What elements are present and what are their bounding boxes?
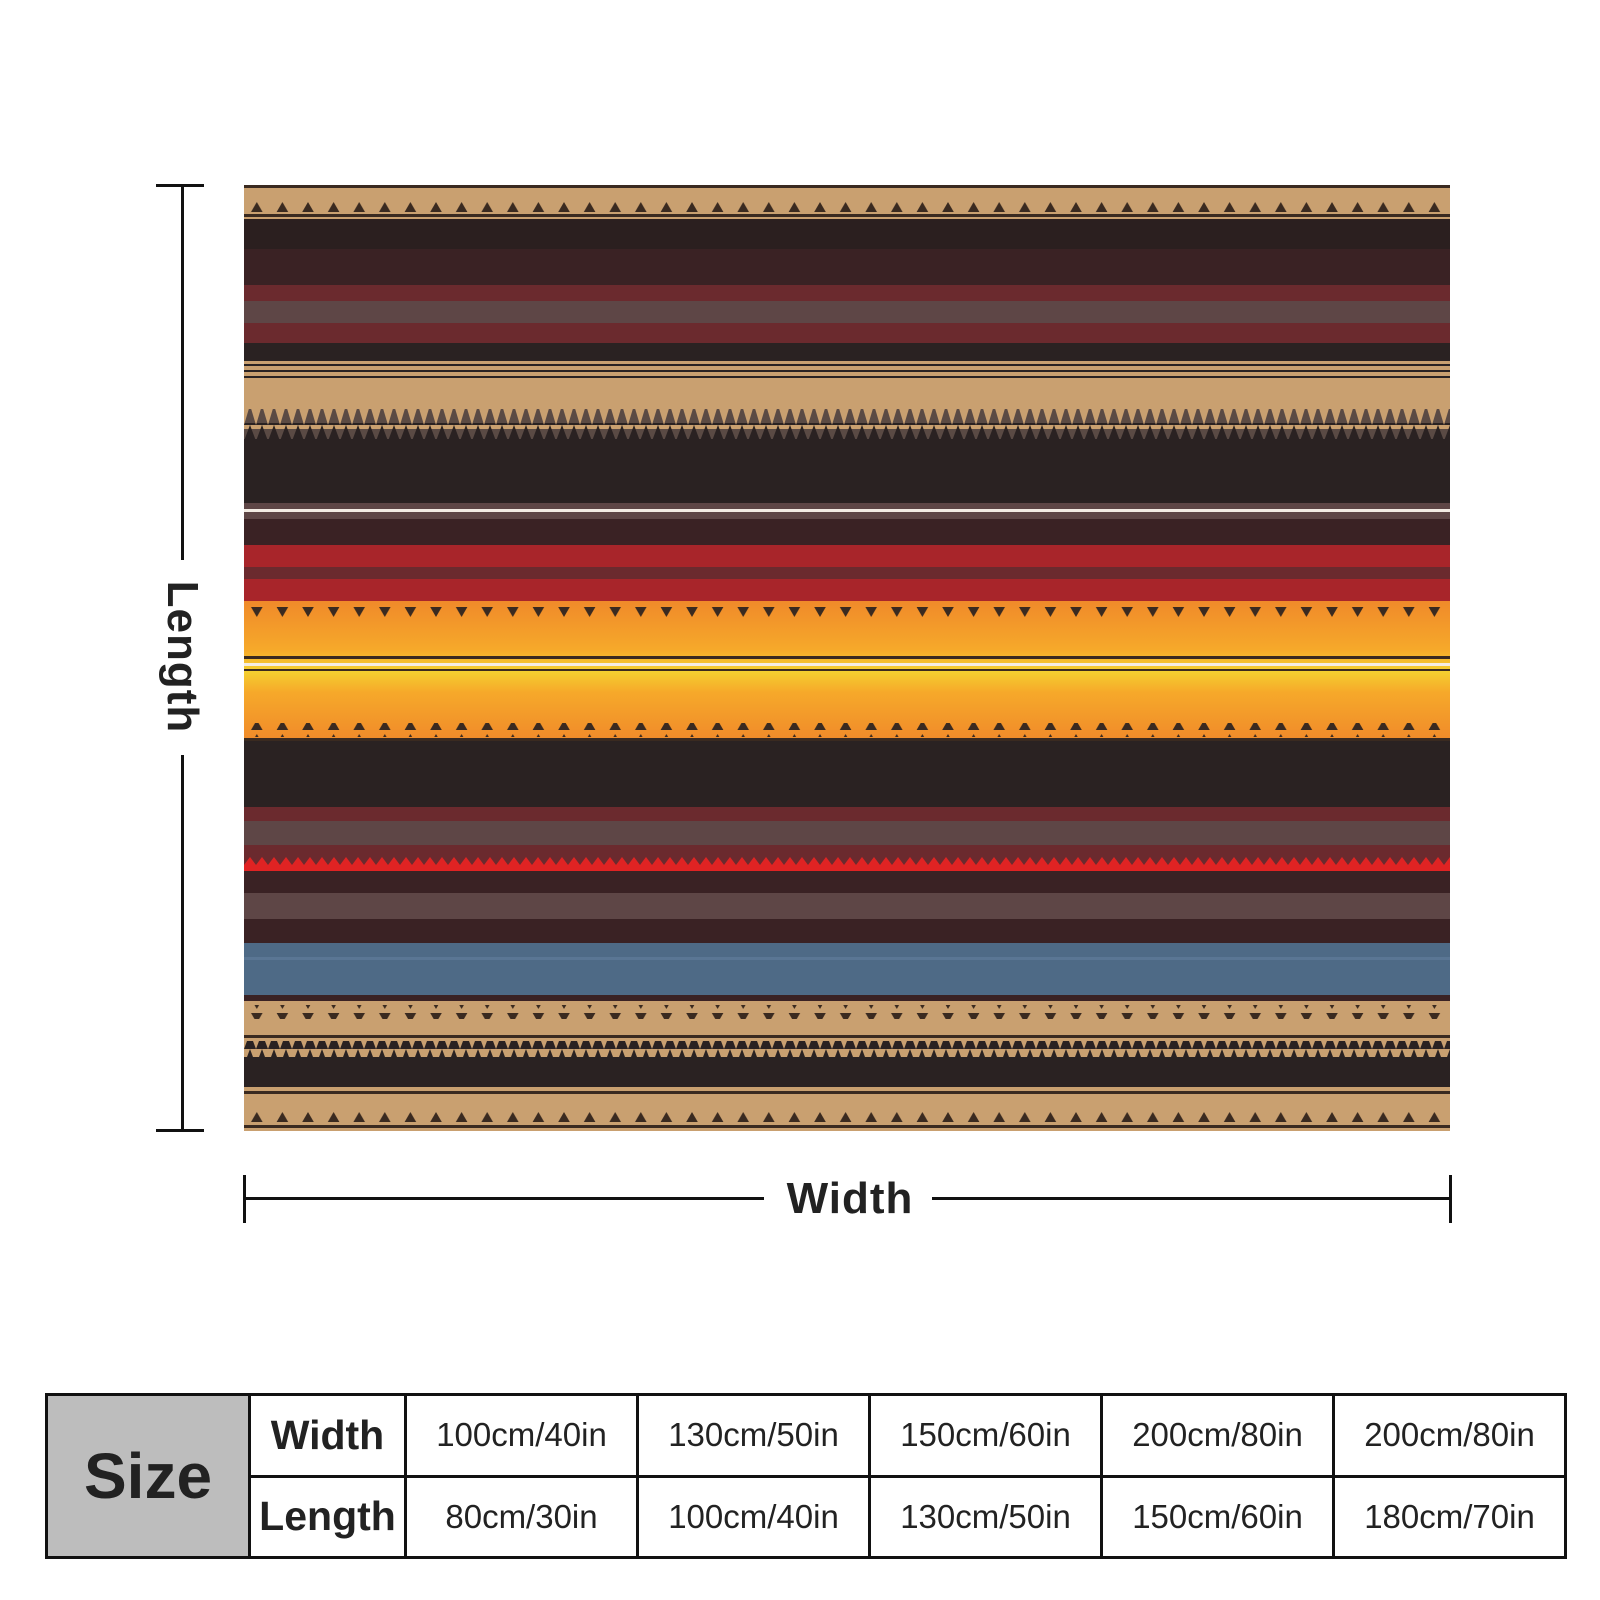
size-table: Size Width 100cm/40in 130cm/50in 150cm/6…: [45, 1393, 1567, 1559]
width-dimension-cap: [1449, 1175, 1452, 1223]
length-dimension-cap: [156, 184, 204, 187]
length-dimension-line: [181, 185, 184, 560]
width-label: Width: [786, 1174, 914, 1223]
size-value: 80cm/30in: [404, 1474, 639, 1559]
size-table-title: Size: [45, 1393, 251, 1559]
length-dimension-cap: [156, 1129, 204, 1132]
length-dimension-line: [181, 755, 184, 1131]
size-row-length: Length 80cm/30in 100cm/40in 130cm/50in 1…: [47, 1474, 1567, 1559]
size-value: 100cm/40in: [404, 1393, 639, 1478]
blanket-image: [244, 185, 1450, 1131]
size-row-width: Size Width 100cm/40in 130cm/50in 150cm/6…: [45, 1393, 1567, 1559]
width-dimension-line: [932, 1197, 1452, 1200]
size-value: 150cm/60in: [1100, 1474, 1335, 1559]
width-dimension-cap: [243, 1175, 246, 1223]
row-label-length: Length: [248, 1474, 407, 1559]
size-value: 200cm/80in: [1332, 1393, 1567, 1478]
size-value: 180cm/70in: [1332, 1474, 1567, 1559]
size-value: 200cm/80in: [1100, 1393, 1335, 1478]
size-value: 130cm/50in: [636, 1393, 871, 1478]
size-value: 130cm/50in: [868, 1474, 1103, 1559]
width-dimension-line: [244, 1197, 764, 1200]
size-value: 100cm/40in: [636, 1474, 871, 1559]
row-label-width: Width: [248, 1393, 407, 1478]
length-label: Length: [158, 580, 207, 734]
size-value: 150cm/60in: [868, 1393, 1103, 1478]
